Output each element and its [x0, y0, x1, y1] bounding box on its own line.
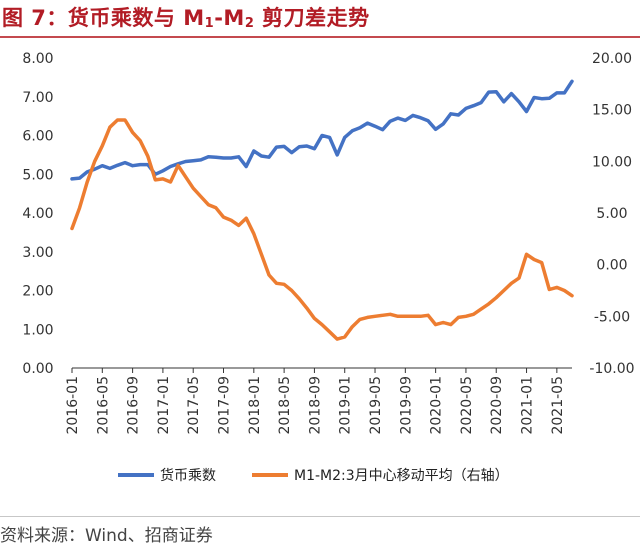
source-divider [0, 516, 640, 517]
right-axis-ticks: -10.00 -5.00 0.00 5.00 10.00 15.00 20.00 [589, 51, 634, 377]
left-tick-label: 4.00 [22, 206, 53, 222]
legend: 货币乘数 M1-M2:3月中心移动平均（右轴） [118, 467, 509, 484]
left-tick-label: 8.00 [22, 51, 53, 67]
right-tick-label: -10.00 [589, 361, 634, 377]
x-tick-label: 2018-09 [307, 376, 323, 435]
right-tick-label: -5.00 [594, 309, 630, 325]
x-tick-label: 2021-01 [520, 376, 536, 435]
right-tick-label: 5.00 [596, 206, 627, 222]
title-divider [0, 36, 640, 38]
left-tick-label: 0.00 [22, 361, 53, 377]
x-tick-label: 2018-01 [247, 376, 263, 435]
x-tick-label: 2017-09 [217, 376, 233, 435]
series-layer [70, 79, 574, 341]
left-tick-label: 2.00 [22, 284, 53, 300]
x-tick-label: 2019-01 [338, 376, 354, 435]
x-tick-label: 2017-01 [156, 376, 172, 435]
series-line-2 [70, 118, 574, 341]
left-tick-label: 5.00 [22, 167, 53, 183]
right-tick-label: 15.00 [592, 103, 632, 119]
source-note: 资料来源：Wind、招商证券 [0, 526, 213, 546]
left-tick-label: 1.00 [22, 322, 53, 338]
x-tick-label: 2020-05 [459, 376, 475, 435]
left-tick-label: 3.00 [22, 245, 53, 261]
chart: 0.00 1.00 2.00 3.00 4.00 5.00 6.00 7.00 8.00 -10… [22, 51, 634, 484]
x-tick-label: 2016-01 [65, 376, 81, 435]
x-tick-label: 2019-09 [398, 376, 414, 435]
left-tick-label: 6.00 [22, 129, 53, 145]
right-tick-label: 20.00 [592, 51, 632, 67]
x-tick-label: 2019-05 [368, 376, 384, 435]
chart-title: 图 7：货币乘数与 M1-M2 剪刀差走势 [2, 6, 370, 31]
left-tick-label: 7.00 [22, 90, 53, 106]
x-tick-label: 2020-09 [489, 376, 505, 435]
right-tick-label: 10.00 [592, 154, 632, 170]
x-tick-label: 2016-09 [126, 376, 142, 435]
x-tick-label: 2018-05 [277, 376, 293, 435]
x-tick-label: 2020-01 [429, 376, 445, 435]
series-line-1 [70, 79, 574, 181]
x-tick-label: 2016-05 [95, 376, 111, 435]
legend-label-2: M1-M2:3月中心移动平均（右轴） [294, 468, 509, 484]
x-axis-ticks: 2016-01 2016-05 2016-09 2017-01 2017-05 2017-… [65, 368, 566, 435]
right-tick-label: 0.00 [596, 258, 627, 274]
legend-label-1: 货币乘数 [160, 467, 216, 484]
x-tick-label: 2021-05 [550, 376, 566, 435]
left-axis-ticks: 0.00 1.00 2.00 3.00 4.00 5.00 6.00 7.00 8.00 [22, 51, 53, 377]
x-tick-label: 2017-05 [186, 376, 202, 435]
